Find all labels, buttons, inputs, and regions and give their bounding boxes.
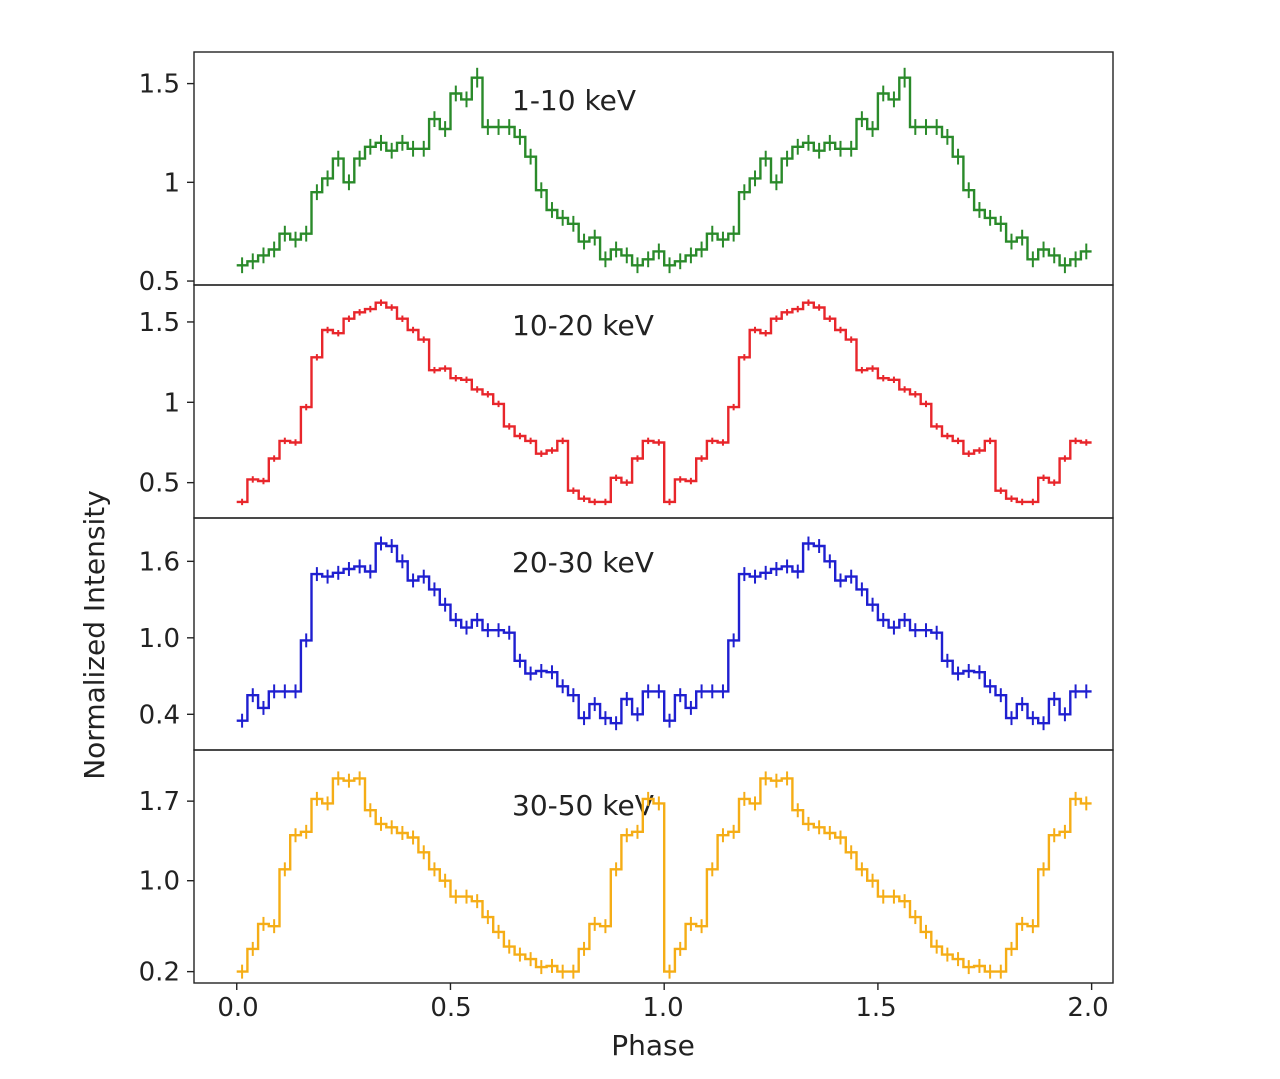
panel-30-50-kev-frame xyxy=(193,749,1114,984)
panel-1-10-kev-y-tick-label-0: 0.5 xyxy=(139,267,180,297)
panel-30-50-kev: 0.2 1.0 1.7 30-50 keV xyxy=(139,749,1114,990)
panel-30-50-kev-y-tick-label-1: 1.0 xyxy=(139,867,180,897)
x-tick-label-2: 1.0 xyxy=(642,993,683,1023)
panel-20-30-kev: 0.4 1.0 1.6 20-30 keV xyxy=(139,517,1114,751)
x-tick-label-4: 2.0 xyxy=(1067,993,1108,1023)
panel-30-50-kev-y-tick-label-2: 1.7 xyxy=(139,787,180,817)
panel-20-30-kev-y-tick-label-1: 1.0 xyxy=(139,624,180,654)
x-axis-ticks: 0.0 0.5 1.0 1.5 2.0 xyxy=(217,993,1108,1023)
panel-30-50-kev-y-tick-label-0: 0.2 xyxy=(139,958,180,988)
panel-10-20-kev-y-tick-label-2: 1.5 xyxy=(139,308,180,338)
x-tick-label-1: 0.5 xyxy=(430,993,471,1023)
panel-10-20-kev-y-tick-label-1: 1 xyxy=(163,388,180,418)
panel-1-10-kev-band-label: 1-10 keV xyxy=(512,84,636,117)
panel-10-20-kev-series-line xyxy=(236,301,1092,504)
x-axis-title: Phase xyxy=(611,1029,695,1062)
panel-1-10-kev-series-line xyxy=(236,76,1092,267)
panel-20-30-kev-series-line xyxy=(236,542,1092,725)
panel-10-20-kev-y-tick-label-0: 0.5 xyxy=(139,469,180,499)
x-tick-label-3: 1.5 xyxy=(855,993,896,1023)
panel-30-50-kev-band-label: 30-50 keV xyxy=(512,789,654,822)
panel-10-20-kev-band-label: 10-20 keV xyxy=(512,309,654,342)
x-tick-label-0: 0.0 xyxy=(217,993,258,1023)
panels-group: 0.5 1 1.5 1-10 keV 0.5 1 1.5 10-20 keV 0.4 1.0 1.6… xyxy=(139,51,1114,990)
panel-30-50-kev-series-line xyxy=(236,777,1092,973)
panel-1-10-kev-y-tick-label-1: 1 xyxy=(163,168,180,198)
panel-1-10-kev: 0.5 1 1.5 1-10 keV xyxy=(139,51,1114,297)
panel-20-30-kev-y-tick-label-0: 0.4 xyxy=(139,700,180,730)
panel-20-30-kev-band-label: 20-30 keV xyxy=(512,546,654,579)
panel-10-20-kev: 0.5 1 1.5 10-20 keV xyxy=(139,284,1114,519)
panel-20-30-kev-y-tick-label-2: 1.6 xyxy=(139,547,180,577)
panel-1-10-kev-y-tick-label-2: 1.5 xyxy=(139,70,180,100)
y-axis-title: Normalized Intensity xyxy=(78,490,111,780)
